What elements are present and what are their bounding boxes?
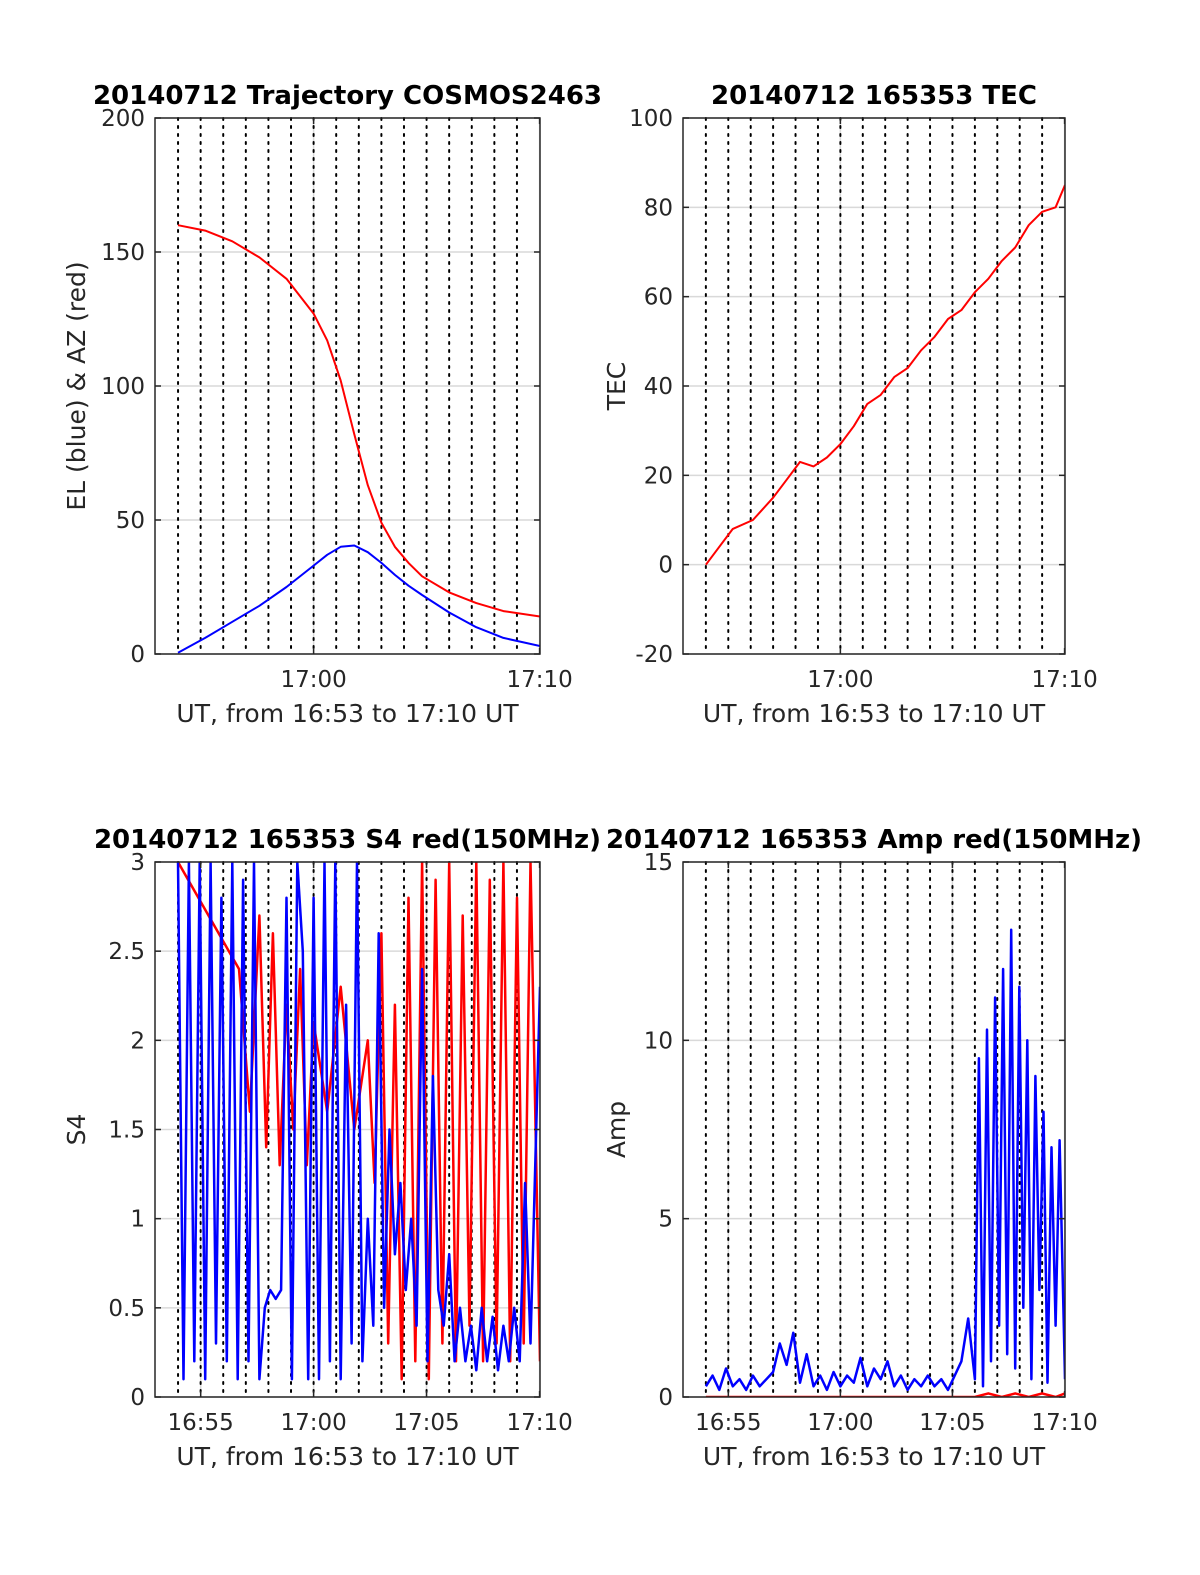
x-axis-label: UT, from 16:53 to 17:10 UT [703, 1442, 1046, 1471]
series-line-0 [705, 1392, 1065, 1397]
x-tick-label: 16:55 [695, 1410, 761, 1436]
x-tick-label: 17:00 [807, 1410, 873, 1436]
x-tick-label: 17:00 [280, 667, 346, 693]
y-tick-label: 5 [658, 1207, 673, 1233]
y-tick-label: 1.5 [108, 1118, 145, 1144]
y-tick-label: 100 [101, 374, 145, 400]
y-tick-label: 3 [130, 850, 145, 876]
y-axis-label: TEC [602, 362, 631, 412]
series-line-0 [705, 184, 1065, 566]
series-line-1 [704, 928, 1065, 1392]
series-line-0 [177, 224, 540, 618]
chart-title: 20140712 165353 S4 red(150MHz) [94, 825, 601, 855]
s4-panel: 0 0.5 1 1.5 2 2.5 3 16:55 17:00 17:05 17:10 2014071… [62, 825, 601, 1471]
x-tick-label: 17:10 [1031, 667, 1097, 693]
chart-title: 20140712 Trajectory COSMOS2463 [93, 81, 602, 111]
x-axis-label: UT, from 16:53 to 17:10 UT [176, 699, 519, 728]
y-tick-label: 100 [629, 106, 673, 132]
y-tick-label: 40 [644, 374, 673, 400]
y-tick-label: 2.5 [108, 939, 145, 965]
y-axis-label: EL (blue) & AZ (red) [62, 261, 91, 510]
amp-panel: 0 5 10 15 16:55 17:00 17:05 17:10 20140712 16535… [602, 825, 1142, 1471]
y-tick-label: 10 [644, 1028, 673, 1054]
y-tick-label: 0 [130, 1385, 145, 1411]
x-axis-label: UT, from 16:53 to 17:10 UT [176, 1442, 519, 1471]
y-axis-label: Amp [602, 1101, 631, 1158]
y-tick-label: 150 [101, 240, 145, 266]
x-axis-label: UT, from 16:53 to 17:10 UT [703, 699, 1046, 728]
chart-title: 20140712 165353 TEC [711, 81, 1037, 111]
y-tick-label: 200 [101, 106, 145, 132]
series-line-1 [177, 544, 540, 654]
x-tick-label: 17:00 [280, 1410, 346, 1436]
y-tick-label: 60 [644, 285, 673, 311]
y-tick-label: 0 [658, 553, 673, 579]
y-tick-label: 0 [658, 1385, 673, 1411]
y-tick-label: 20 [644, 463, 673, 489]
tec-panel: -20 0 20 40 60 80 100 17:00 17:10 20140712 165353… [602, 81, 1098, 728]
y-tick-label: 80 [644, 195, 673, 221]
trajectory-panel: 0 50 100 150 200 17:00 17:10 20140712 Trajector… [62, 81, 602, 728]
y-axis-label: S4 [62, 1114, 91, 1146]
x-tick-label: 17:10 [1031, 1410, 1097, 1436]
axes-box [682, 861, 1066, 1398]
y-tick-label: 1 [130, 1207, 145, 1233]
x-tick-label: 17:10 [506, 1410, 572, 1436]
x-tick-label: 16:55 [168, 1410, 234, 1436]
y-tick-label: -20 [635, 642, 673, 668]
y-tick-label: 50 [116, 508, 145, 534]
chart-title: 20140712 165353 Amp red(150MHz) [606, 825, 1142, 855]
x-tick-label: 17:05 [393, 1410, 459, 1436]
y-tick-label: 0 [130, 642, 145, 668]
y-tick-label: 0.5 [108, 1296, 145, 1322]
x-tick-label: 17:05 [919, 1410, 985, 1436]
x-tick-label: 17:00 [807, 667, 873, 693]
y-tick-label: 15 [644, 850, 673, 876]
y-tick-label: 2 [130, 1028, 145, 1054]
x-tick-label: 17:10 [506, 667, 572, 693]
series-line-1 [176, 862, 540, 1381]
